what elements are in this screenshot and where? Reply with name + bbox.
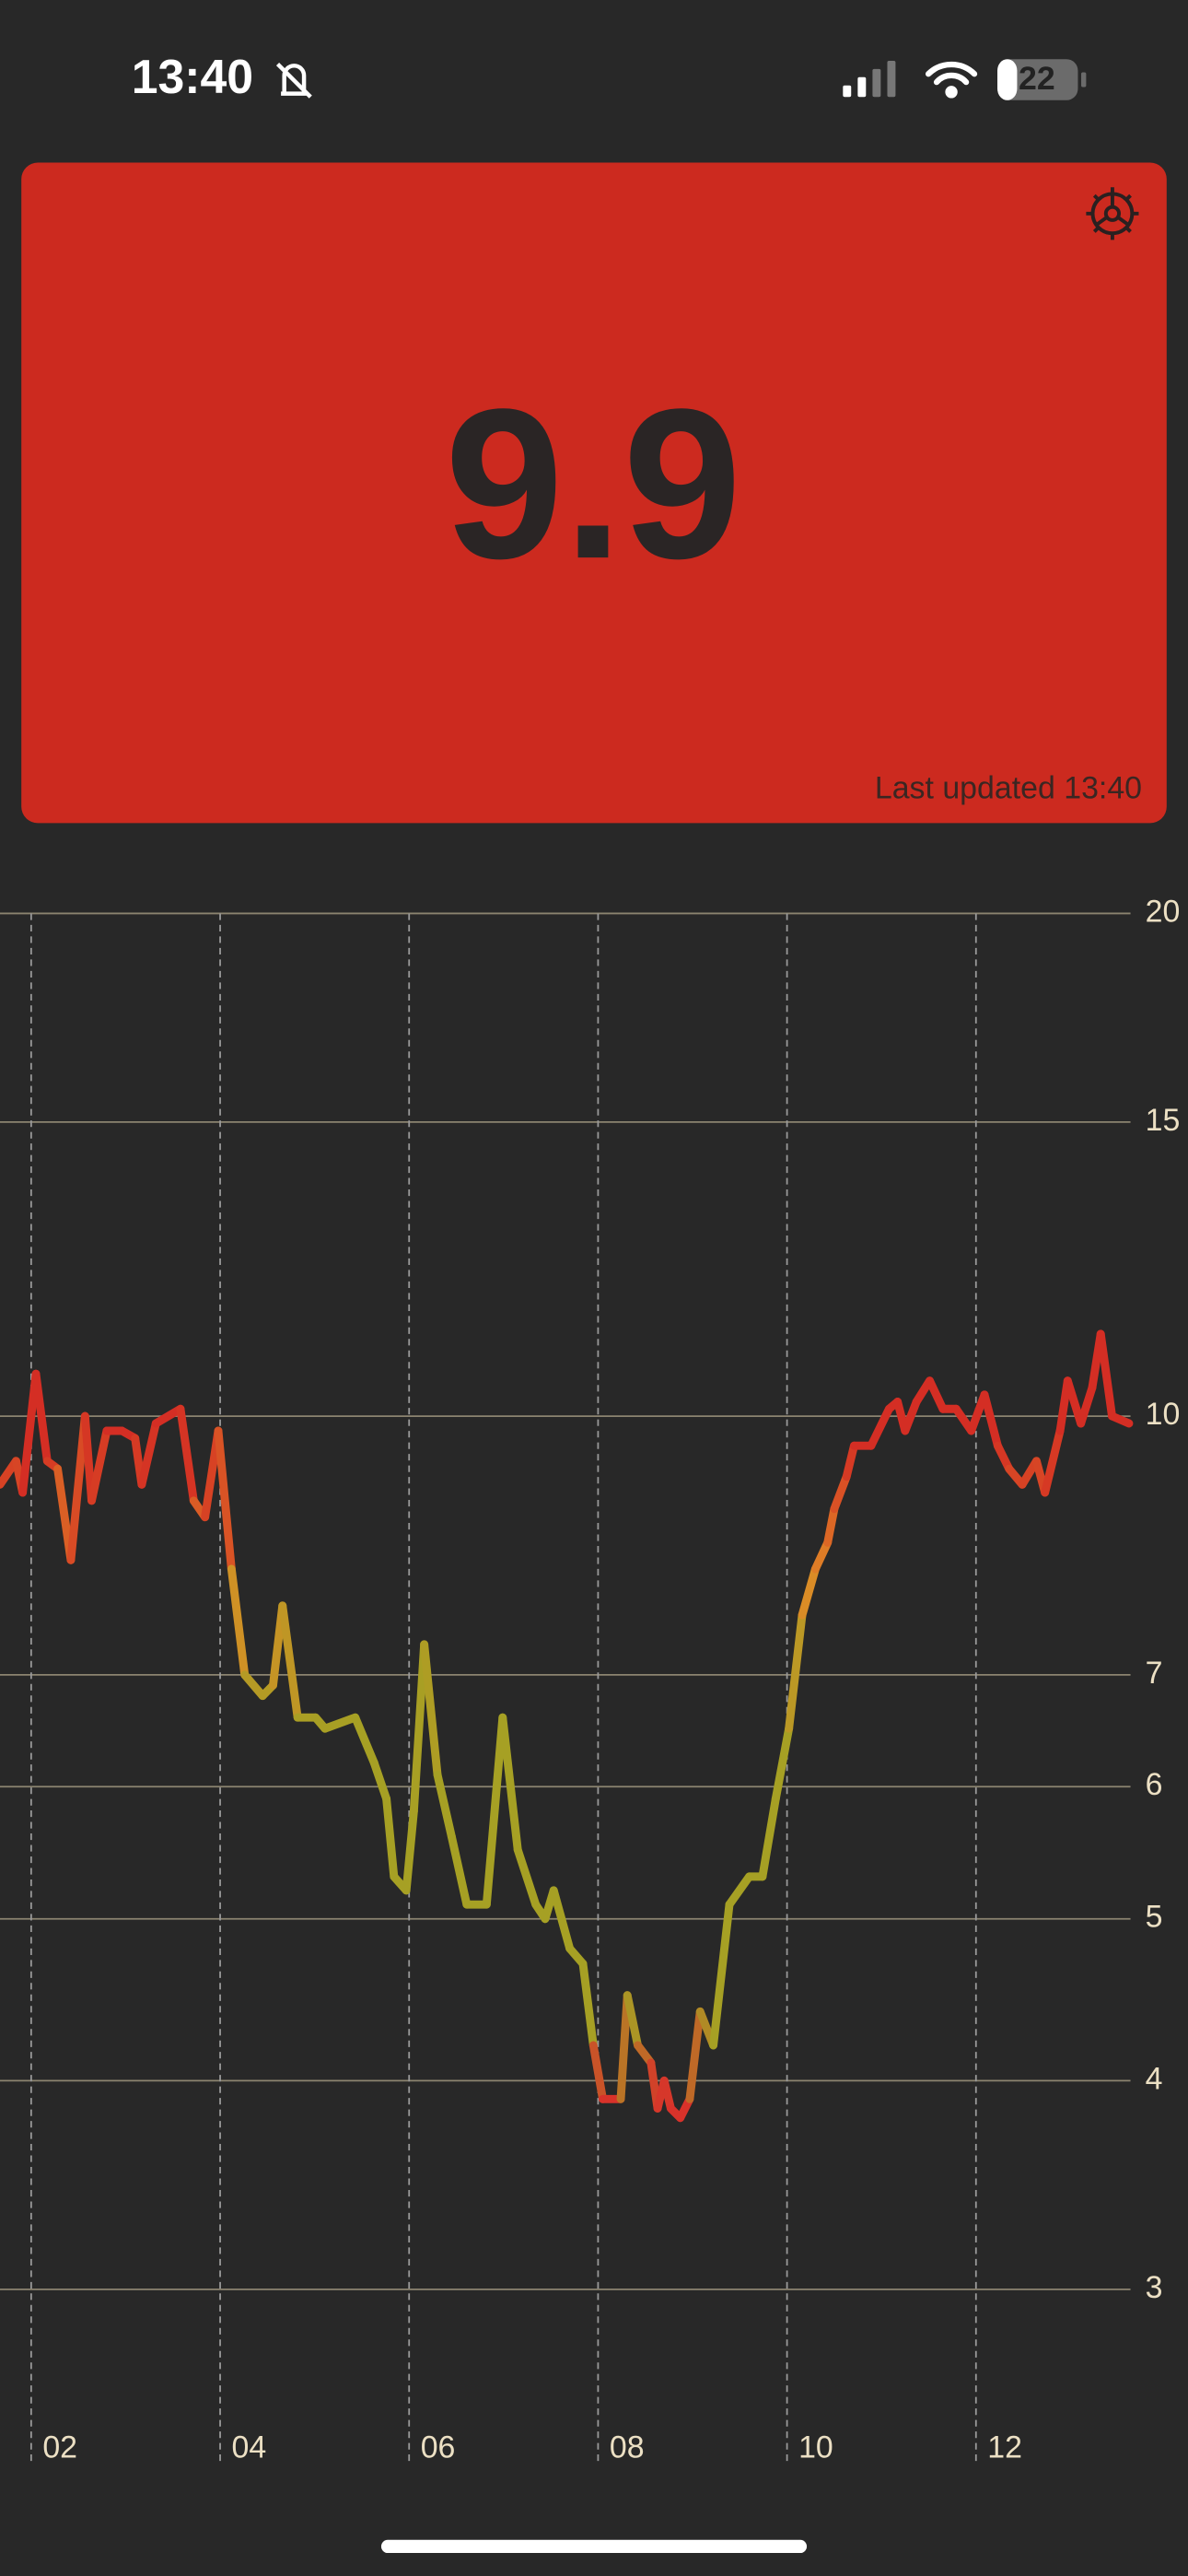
line-segment <box>214 1426 236 1574</box>
y-tick-label: 15 <box>1146 1103 1181 1138</box>
line-segment <box>66 1411 89 1564</box>
line-segment <box>420 1640 442 1779</box>
y-tick-label: 3 <box>1146 2270 1163 2305</box>
line-segment <box>709 1900 734 2050</box>
x-tick-label: 02 <box>42 2430 77 2465</box>
line-segment <box>823 1505 839 1547</box>
line-segment <box>409 1640 429 1816</box>
y-tick-label: 4 <box>1146 2061 1163 2096</box>
line-segment <box>549 1886 575 1953</box>
line-segment <box>578 1959 598 2050</box>
line-segment <box>785 1610 807 1733</box>
signal-icon <box>843 60 896 98</box>
line-segment <box>980 1390 1002 1450</box>
line-segment <box>320 1713 360 1733</box>
line-segment <box>447 1832 472 1909</box>
line-segment <box>588 2041 608 2103</box>
line-segment <box>482 1713 507 1909</box>
line-segment <box>830 1472 851 1514</box>
line-segment <box>798 1564 820 1620</box>
y-tick-label: 7 <box>1146 1656 1163 1691</box>
line-segment <box>901 1398 921 1435</box>
line-segment <box>351 1713 379 1767</box>
wifi-icon <box>925 61 978 99</box>
line-segment <box>1063 1376 1086 1428</box>
last-updated: Last updated 13:40 <box>875 771 1142 806</box>
line-segment <box>685 2007 705 2103</box>
line-segment <box>842 1441 858 1481</box>
line-segment <box>433 1770 456 1841</box>
glucose-card <box>21 162 1167 824</box>
battery-level: 22 <box>1019 60 1055 97</box>
y-tick-label: 5 <box>1146 1900 1163 1935</box>
y-tick-label: 6 <box>1146 1767 1163 1802</box>
line-segment <box>1041 1426 1065 1497</box>
line-segment <box>993 1441 1014 1473</box>
x-tick-label: 04 <box>232 2430 267 2465</box>
line-segment <box>616 1991 632 2103</box>
x-tick-label: 12 <box>987 2430 1022 2465</box>
settings-button[interactable] <box>1086 187 1139 240</box>
line-segment <box>402 1807 418 1895</box>
line-segment <box>1077 1383 1097 1428</box>
x-tick-label: 08 <box>610 2430 645 2465</box>
y-tick-label: 10 <box>1146 1397 1181 1432</box>
line-segment <box>1108 1411 1134 1428</box>
home-indicator <box>380 2539 808 2554</box>
mute-icon <box>275 62 312 99</box>
line-segment <box>137 1419 160 1489</box>
line-segment <box>1096 1329 1116 1421</box>
line-segment <box>227 1564 250 1680</box>
line-segment <box>151 1404 185 1428</box>
line-segment <box>369 1758 391 1803</box>
line-segment <box>382 1794 399 1881</box>
x-tick-label: 06 <box>421 2430 456 2465</box>
line-segment <box>31 1369 52 1466</box>
line-segment <box>659 2076 675 2113</box>
line-segment <box>513 1845 541 1909</box>
chart: 3 4 5 6 7 10 15 20 02 04 06 08 10 12 <box>0 894 1180 2465</box>
line-segment <box>926 1376 948 1413</box>
line-segment <box>623 1991 642 2050</box>
glucose-value: 9.9 <box>445 365 741 603</box>
line-segment <box>867 1404 893 1450</box>
line-segment <box>725 1872 754 1909</box>
status-time: 13:40 <box>132 50 253 103</box>
line-segment <box>498 1713 522 1855</box>
line-segment <box>176 1404 198 1505</box>
battery-icon: 22 <box>997 59 1087 100</box>
y-tick-label: 20 <box>1146 894 1181 929</box>
line-segment <box>87 1426 111 1505</box>
x-tick-label: 10 <box>798 2430 833 2465</box>
line-segment <box>771 1724 794 1803</box>
line-segment <box>278 1601 302 1722</box>
line-segment <box>18 1369 41 1497</box>
line-segment <box>810 1538 833 1574</box>
line-segment <box>240 1670 267 1701</box>
line-segment <box>758 1794 780 1881</box>
